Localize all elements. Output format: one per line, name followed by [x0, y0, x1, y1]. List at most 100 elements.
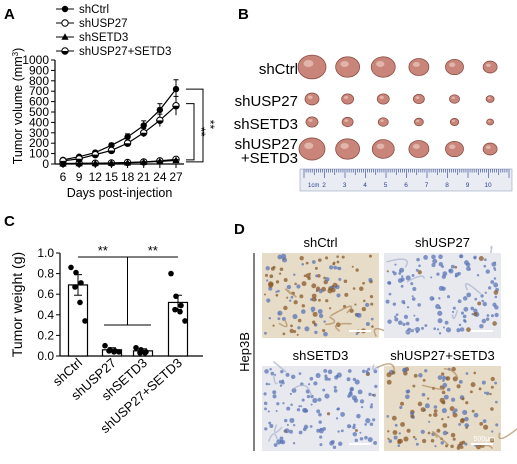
cell-nucleus	[269, 274, 274, 279]
ruler-number: 7	[425, 182, 429, 189]
cell-nucleus	[402, 322, 406, 326]
tumor-highlight	[412, 144, 420, 149]
legend-marker	[61, 5, 69, 13]
data-point	[106, 348, 112, 354]
cell-nucleus	[299, 255, 304, 261]
cell-nucleus	[424, 403, 430, 409]
cell-nucleus	[311, 293, 317, 299]
cell-nucleus	[433, 412, 438, 418]
cell-nucleus	[337, 441, 343, 447]
cell-nucleus	[317, 309, 323, 314]
cell-nucleus	[311, 283, 317, 289]
cell-nucleus	[273, 443, 278, 447]
tissue-fiber	[376, 363, 395, 371]
data-point	[172, 85, 180, 93]
tumor	[413, 117, 424, 127]
cell-nucleus	[293, 273, 296, 276]
cell-nucleus	[436, 328, 440, 331]
cell-nucleus	[352, 425, 356, 430]
cell-nucleus	[412, 384, 416, 388]
cell-nucleus	[494, 305, 499, 310]
data-point	[173, 293, 179, 300]
cell-nucleus	[298, 372, 302, 375]
cell-nucleus	[369, 295, 374, 299]
ihc-image	[262, 360, 379, 451]
cell-nucleus	[291, 387, 297, 393]
cell-nucleus	[432, 258, 438, 264]
cell-nucleus	[343, 279, 348, 284]
cell-nucleus	[364, 435, 368, 440]
y-tick-label: 1000	[22, 53, 49, 67]
cell-nucleus	[367, 367, 371, 371]
cell-nucleus	[312, 311, 318, 317]
cell-nucleus	[427, 431, 431, 435]
cell-nucleus	[438, 285, 444, 291]
cell-nucleus	[336, 372, 342, 378]
cell-nucleus	[335, 417, 339, 420]
cell-nucleus	[264, 273, 269, 277]
data-point	[72, 284, 78, 290]
cell-nucleus	[461, 397, 465, 401]
image-title: shUSP27+SETD3	[390, 348, 494, 363]
cell-nucleus	[310, 306, 316, 312]
cell-nucleus	[441, 407, 447, 414]
cell-nucleus	[442, 375, 447, 380]
cell-nucleus	[462, 319, 466, 322]
cell-nucleus	[279, 267, 284, 272]
data-point	[172, 156, 180, 164]
cell-nucleus	[280, 253, 287, 259]
cell-nucleus	[336, 260, 340, 264]
cell-nucleus	[394, 315, 397, 318]
cell-nucleus	[349, 388, 353, 392]
data-point	[133, 344, 139, 351]
data-point	[75, 159, 83, 167]
y-tick-label: 600	[29, 95, 49, 109]
cell-nucleus	[324, 393, 330, 399]
cell-nucleus	[325, 277, 330, 282]
data-point	[111, 349, 117, 355]
panel-a-letter: A	[4, 6, 15, 23]
cell-nucleus	[452, 437, 456, 441]
cell-nucleus	[412, 435, 416, 439]
data-point	[77, 299, 83, 306]
cell-nucleus	[301, 281, 307, 287]
cell-nucleus	[327, 377, 331, 381]
cell-nucleus	[392, 270, 395, 274]
cell-nucleus	[286, 423, 289, 427]
cell-nucleus	[421, 438, 427, 444]
tumor-highlight	[415, 96, 420, 99]
cell-nucleus	[309, 425, 313, 428]
cell-nucleus	[424, 369, 428, 373]
tumor	[486, 118, 495, 126]
x-tick-label: 6	[60, 170, 67, 184]
legend-marker	[61, 33, 69, 40]
cell-nucleus	[328, 265, 334, 270]
cell-nucleus	[299, 294, 304, 299]
cell-nucleus	[293, 300, 298, 305]
cell-nucleus	[398, 432, 401, 435]
cell-nucleus	[442, 326, 446, 329]
cell-nucleus	[441, 417, 444, 421]
cell-nucleus	[483, 424, 489, 430]
cell-nucleus	[481, 318, 487, 324]
y-tick-label: 0.6	[37, 287, 54, 301]
tumor	[445, 58, 464, 76]
cell-nucleus	[449, 406, 455, 412]
cell-nucleus	[421, 392, 426, 397]
cell-nucleus	[445, 327, 452, 333]
tumor-highlight	[485, 145, 491, 149]
cell-nucleus	[354, 303, 357, 306]
cell-nucleus	[405, 394, 410, 400]
tissue-fiber	[292, 384, 313, 397]
cell-nucleus	[275, 280, 280, 284]
cell-nucleus	[372, 418, 376, 422]
tumor-highlight	[487, 97, 491, 99]
cell-nucleus	[430, 276, 433, 279]
cell-nucleus	[397, 444, 401, 448]
cell-nucleus	[427, 397, 430, 400]
cell-nucleus	[494, 381, 498, 385]
cell-nucleus	[265, 266, 270, 271]
cell-nucleus	[292, 442, 296, 445]
cell-nucleus	[457, 271, 461, 276]
data-point	[172, 306, 178, 313]
